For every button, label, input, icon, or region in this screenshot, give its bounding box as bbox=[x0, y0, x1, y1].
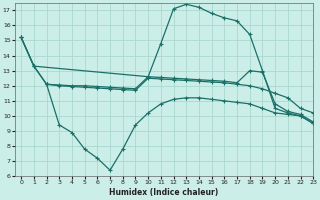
X-axis label: Humidex (Indice chaleur): Humidex (Indice chaleur) bbox=[109, 188, 219, 197]
